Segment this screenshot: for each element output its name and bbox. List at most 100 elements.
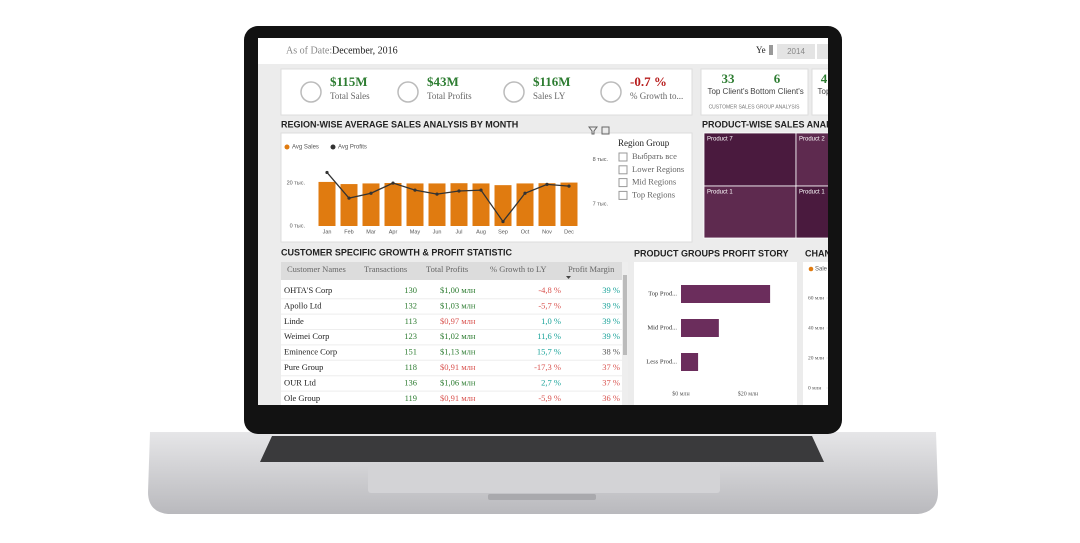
table-cell: Linde [284,316,304,326]
slicer-option: Top Regions [632,189,675,199]
client-panel [700,68,809,116]
bar [516,183,534,226]
slicer-checkbox[interactable] [618,152,628,162]
table-cell: -4,8 % [538,285,561,295]
slicer-title: Region Group [618,138,670,148]
table-cell: 39 % [602,300,620,310]
y-tick-label: 20 млн [808,355,824,361]
table-cell: 130 [404,285,417,295]
table-cell: -17,3 % [534,362,561,372]
y-tick-label: 40 млн [808,325,824,331]
table-cell: 113 [405,316,417,326]
legend-dot [284,144,290,150]
bar [406,183,424,226]
notch [488,494,596,500]
slicer-checkbox[interactable] [618,165,628,175]
kpi-value: $115M [330,74,368,89]
category-label: Top Prod... [648,290,677,297]
focus-icon [601,126,610,135]
x-tick-label: Jul [455,229,462,235]
chart-title: CHAN [805,248,831,258]
slicer-option: Lower Regions [632,164,684,174]
x-tick-label: Jan [323,229,332,235]
bar [681,319,719,337]
table-cell: $0,91 млн [440,393,476,403]
column-header: Profit Margin [568,264,615,274]
bar [681,353,699,371]
legend-dot [808,266,814,272]
column-header: % Growth to LY [490,264,547,274]
table-cell: 118 [405,362,417,372]
client-panel [811,68,828,116]
profit-point [369,191,373,195]
profit-point [479,188,483,192]
slicer-option: Mid Regions [632,177,676,187]
table-title: CUSTOMER SPECIFIC GROWTH & PROFIT STATIS… [281,247,512,257]
table-cell: 11,6 % [537,331,561,341]
year-button[interactable] [777,44,815,59]
treemap-tile [795,185,828,239]
kpi-label: Total Profits [427,91,472,101]
client-value: 33 [722,71,736,86]
x-tick-label: $20 млн [738,390,759,397]
chart-panel [803,262,828,405]
y-tick-label: 0 млн [808,385,821,391]
table-panel [281,262,628,405]
kpi-icon [600,81,622,103]
category-label: Less Prod... [646,358,677,365]
client-label: Top [818,87,831,96]
profit-line [326,172,570,223]
kpi-icon [397,81,419,103]
y-tick-label: 20 тыс. [287,180,306,186]
table-cell: $1,02 млн [440,331,476,341]
treemap-label: Product 2 [799,137,825,143]
table-cell: 151 [404,347,417,357]
client-value: 6 [774,71,781,86]
kpi-icon [503,81,525,103]
client-label: Bottom Client's [750,87,804,96]
bar [494,185,512,226]
sort-arrow [566,276,571,279]
trackpad [368,464,720,493]
table-cell: 39 % [602,331,620,341]
bar [681,285,771,303]
profit-point [391,181,395,185]
chart-title: PRODUCT-WISE SALES ANALYS [702,119,843,129]
y2-tick-label: 7 тыс. [593,201,609,207]
bar [340,184,358,226]
kpi-value: $116M [533,74,571,89]
slicer-checkbox[interactable] [618,178,628,188]
legend-label: Avg Profits [338,145,367,151]
slicer-checkbox[interactable] [618,190,628,200]
table-cell: 37 % [602,362,620,372]
treemap-label: Product 1 [799,190,825,196]
kpi-value: $43M [427,74,459,89]
table-cell: 136 [404,377,417,387]
table-cell: Weimei Corp [284,331,329,341]
legend-label: Sale [815,267,828,273]
treemap-tile [795,132,828,187]
profit-point [501,219,505,224]
chart-title: PRODUCT GROUPS PROFIT STORY [634,248,789,258]
scroll-thumb[interactable] [623,275,627,355]
table-cell: 39 % [602,285,620,295]
table-cell: 37 % [602,377,620,387]
as-of-value: December, 2016 [332,45,398,56]
x-tick-label: Mar [366,229,376,235]
table-cell: $1,06 млн [440,377,476,387]
table-cell: OHTA'S Corp [284,285,332,295]
year-option: 2014 [787,47,805,56]
bar [318,181,336,226]
x-tick-label: Apr [389,229,398,235]
profit-point [545,182,549,186]
table-cell: $0,91 млн [440,362,476,372]
profit-point [567,184,571,188]
table-cell: -5,9 % [538,393,561,403]
client-label: Top Client's [707,87,748,96]
treemap-tile [703,132,797,187]
y2-tick-label: 8 тыс. [593,157,609,163]
year-button[interactable] [817,44,837,59]
y-tick-label: 0 тыс. [290,223,306,229]
treemap-label: Product 1 [707,190,733,196]
column-header: Total Profits [426,264,468,274]
